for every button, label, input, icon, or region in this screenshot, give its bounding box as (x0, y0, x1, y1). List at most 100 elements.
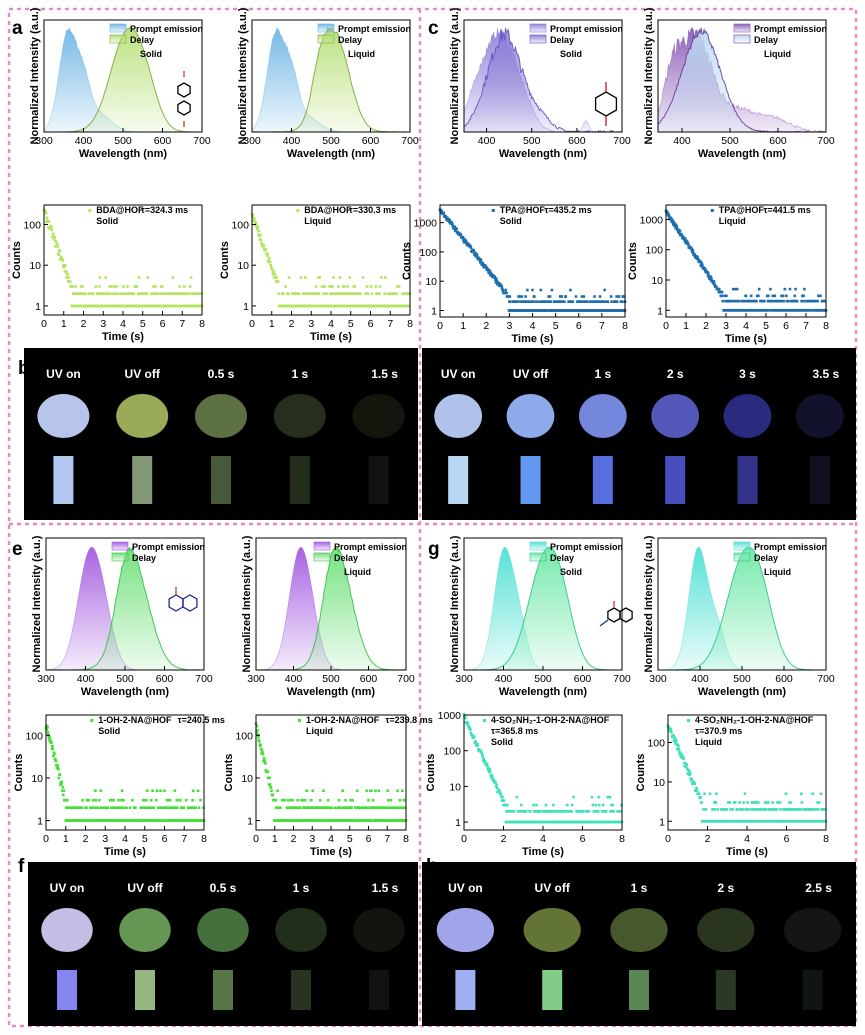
decay-point (568, 309, 571, 312)
powder-sample (436, 908, 495, 952)
decay-point (700, 262, 704, 266)
vial-sample (368, 456, 389, 504)
decay-point (590, 309, 594, 312)
decay-point (358, 806, 361, 810)
decay-point (717, 287, 721, 291)
decay-point (197, 806, 201, 810)
decay-point (673, 736, 677, 740)
decay-point (196, 292, 200, 295)
decay-point (383, 292, 387, 295)
decay-point (486, 766, 490, 769)
powder-sample (578, 394, 627, 438)
decay-point (756, 808, 759, 811)
decay-point (489, 271, 493, 275)
x-tick-label: 6 (160, 318, 166, 330)
decay-point (384, 276, 387, 279)
x-axis-label: Wavelength (nm) (698, 686, 787, 698)
decay-point (668, 726, 671, 730)
decay-point (751, 801, 755, 804)
decay-point (678, 229, 682, 233)
decay-point (819, 294, 822, 298)
decay-point (398, 798, 402, 802)
panel-label-f: f (18, 856, 25, 877)
decay-point (120, 789, 124, 793)
decay-point (706, 270, 709, 274)
decay-point (816, 808, 820, 811)
decay-point (819, 819, 822, 823)
legend-swatch (313, 541, 331, 551)
spectrum-chart-a1: 300 400 500 600 700 Wavelength (nm) Normalized… (29, 7, 211, 160)
decay-point (109, 285, 113, 288)
decay-point (803, 808, 807, 811)
decay-point (122, 285, 125, 288)
y-tick-label: 10 (449, 781, 461, 793)
decay-point (108, 798, 112, 802)
decay-point (615, 300, 619, 303)
decay-point (618, 810, 622, 813)
decay-point (103, 292, 107, 295)
lifetime-label: τ=240.5 ms (178, 715, 225, 725)
decay-point (301, 798, 305, 802)
time-label: UV off (535, 881, 571, 895)
decay-point (533, 295, 536, 298)
decay-point (808, 819, 812, 823)
decay-point (396, 789, 399, 793)
decay-point (317, 304, 320, 308)
decay-point (178, 304, 182, 308)
decay-point (158, 819, 162, 822)
decay-point (348, 276, 352, 279)
benzene-ring (177, 82, 191, 98)
decay-point (320, 819, 323, 822)
decay-point (552, 803, 555, 807)
x-axis-label: Wavelength (nm) (698, 148, 787, 160)
decay-point (524, 810, 528, 813)
decay-point (364, 292, 368, 295)
decay-point (377, 789, 381, 793)
decay-point (181, 304, 185, 308)
photo-strip-d: UV on UV off 1 s 2 s 3 s 3.5 s (422, 348, 856, 520)
decay-point (162, 819, 165, 822)
decay-point (154, 798, 158, 802)
decay-point (785, 808, 788, 811)
legend-swatch (317, 23, 335, 33)
decay-point (749, 294, 753, 298)
decay-point (101, 292, 105, 295)
decay-point (140, 806, 144, 810)
decay-point (338, 292, 341, 295)
decay-point (62, 263, 66, 267)
decay-point (344, 798, 347, 802)
decay-point (488, 269, 492, 273)
vial-sample (737, 456, 758, 504)
decay-point (94, 789, 97, 793)
decay-point (491, 776, 494, 780)
decay-point (274, 798, 277, 802)
decay-point (765, 819, 769, 823)
decay-point (119, 806, 123, 810)
decay-point (455, 227, 458, 231)
lifetime-label: τ=370.9 ms (695, 726, 742, 736)
x-tick-label: 4 (530, 320, 536, 332)
decay-point (782, 808, 785, 811)
decay-point (341, 819, 345, 822)
decay-point (53, 236, 57, 239)
y-axis-label: Counts (13, 754, 25, 792)
decay-point (590, 795, 594, 799)
x-tick-label: 400 (495, 673, 513, 685)
x-tick-label: 6 (162, 833, 168, 845)
decay-point (52, 238, 56, 241)
decay-point (171, 806, 175, 810)
powder-sample (610, 908, 668, 952)
decay-point (154, 304, 158, 308)
decay-point (54, 239, 58, 243)
decay-point (799, 819, 803, 823)
decay-point (70, 304, 74, 308)
decay-point (683, 237, 687, 240)
decay-point (122, 798, 125, 802)
legend-swatch (733, 552, 751, 562)
decay-point (192, 806, 196, 810)
decay-point (372, 806, 375, 810)
decay-chart-g3: 0 2 4 6 8 1 10 100 1000 Time (s) Counts 4-SO₂NH₂-1-… (425, 710, 625, 858)
decay-point (118, 819, 122, 822)
decay-point (496, 281, 500, 284)
